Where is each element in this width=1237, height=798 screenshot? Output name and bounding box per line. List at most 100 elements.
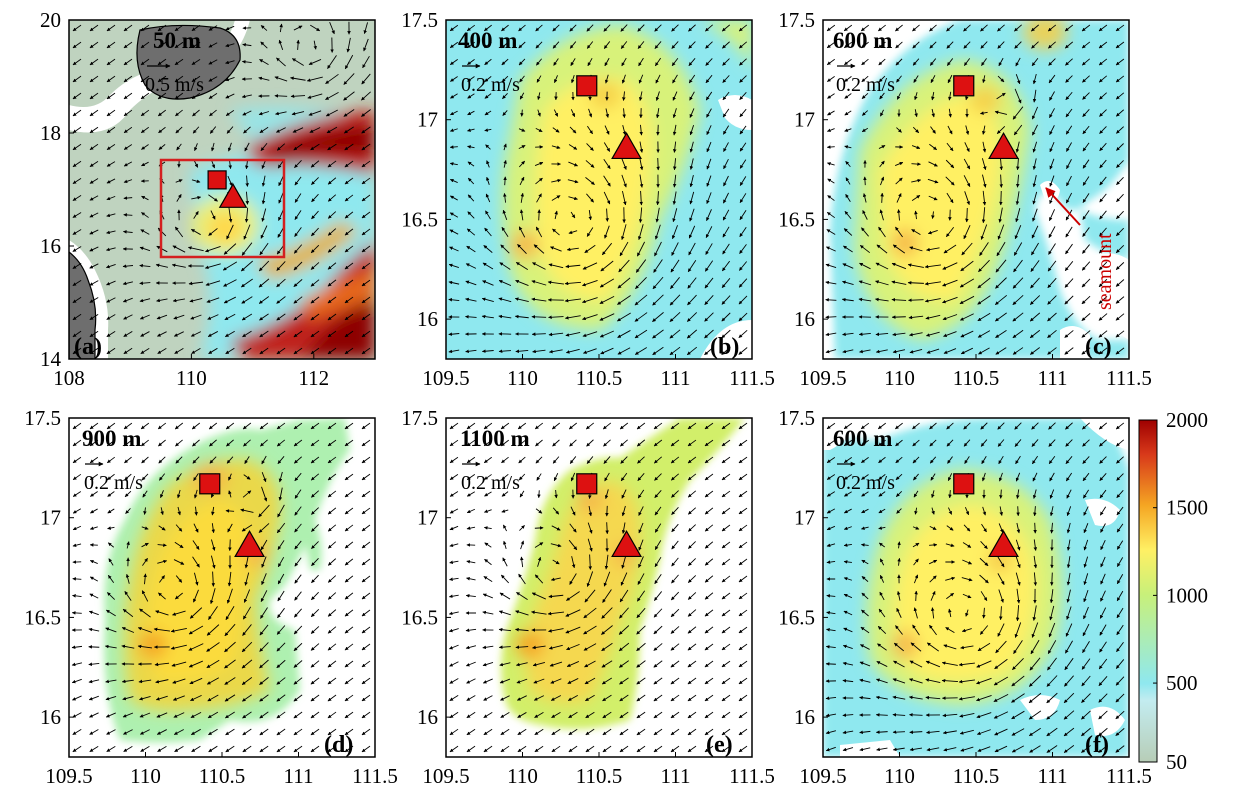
velocity-arrow	[228, 539, 232, 551]
velocity-arrow	[517, 244, 527, 254]
velocity-arrow	[228, 207, 233, 223]
y-tick-label: 14	[40, 347, 62, 371]
velocity-arrow	[89, 178, 99, 184]
velocity-arrow	[139, 246, 151, 252]
velocity-arrow	[140, 58, 150, 66]
velocity-arrow	[208, 25, 218, 31]
velocity-arrow	[223, 243, 237, 255]
velocity-arrow	[274, 94, 288, 98]
velocity-arrow	[638, 91, 643, 101]
velocity-arrow	[586, 143, 594, 151]
velocity-arrow	[344, 262, 354, 270]
velocity-arrow	[292, 127, 304, 133]
velocity-arrow	[241, 242, 253, 256]
velocity-arrow	[671, 242, 679, 256]
velocity-arrow	[909, 713, 923, 717]
velocity-arrow	[242, 110, 252, 116]
velocity-arrow	[155, 263, 168, 268]
velocity-arrow	[638, 74, 644, 84]
velocity-arrow	[307, 93, 323, 99]
velocity-arrow	[501, 41, 509, 49]
velocity-arrow	[600, 260, 614, 272]
velocity-arrow	[258, 296, 270, 304]
velocity-arrow	[652, 346, 664, 356]
velocity-arrow	[518, 144, 526, 150]
velocity-arrow	[72, 330, 82, 338]
velocity-arrow	[519, 209, 524, 221]
velocity-arrow	[498, 297, 512, 303]
y-tick-label: 16.5	[24, 605, 61, 629]
velocity-arrow	[553, 58, 559, 66]
velocity-arrow	[72, 229, 82, 235]
velocity-arrow	[449, 145, 458, 149]
velocity-arrow	[89, 212, 99, 218]
velocity-arrow	[604, 57, 610, 67]
velocity-arrow	[670, 259, 680, 273]
velocity-arrow	[308, 59, 322, 65]
velocity-arrow	[242, 347, 252, 355]
velocity-arrow	[72, 126, 82, 134]
velocity-arrow	[242, 43, 252, 47]
velocity-arrow	[449, 162, 458, 166]
panel-a: 108 110 112 14 16 18 20 50 m 0.5 m/s (a)	[40, 8, 376, 390]
velocity-arrow	[209, 126, 217, 134]
velocity-arrow	[343, 109, 355, 117]
velocity-arrow	[89, 330, 99, 338]
velocity-arrow	[518, 24, 526, 32]
velocity-arrow	[275, 127, 286, 133]
velocity-arrow	[534, 526, 544, 530]
velocity-arrow	[290, 94, 306, 99]
velocity-arrow	[123, 331, 133, 337]
x-tick-label: 112	[298, 366, 329, 390]
y-tick-label: 16	[417, 307, 438, 331]
velocity-arrow	[1016, 506, 1020, 517]
velocity-arrow	[278, 176, 284, 187]
x-tick-label: 109.5	[422, 366, 469, 390]
velocity-arrow	[140, 41, 150, 49]
velocity-arrow	[362, 55, 370, 69]
velocity-arrow	[638, 207, 643, 223]
y-tick-label: 17	[40, 506, 61, 530]
velocity-arrow	[106, 143, 116, 151]
velocity-arrow	[531, 315, 547, 319]
velocity-arrow	[258, 76, 270, 81]
velocity-arrow	[535, 177, 543, 185]
velocity-arrow	[672, 191, 677, 205]
velocity-arrow	[205, 245, 221, 253]
velocity-arrow	[654, 24, 662, 32]
velocity-arrow	[603, 191, 611, 205]
velocity-arrow	[568, 196, 578, 201]
velocity-arrow	[156, 298, 168, 303]
velocity-arrow	[636, 241, 646, 257]
velocity-arrow	[123, 58, 133, 66]
velocity-arrow	[172, 245, 186, 253]
velocity-arrow	[514, 297, 529, 303]
panel-f-scale-label: 0.2 m/s	[836, 472, 895, 494]
velocity-arrow	[361, 126, 371, 134]
velocity-arrow	[293, 143, 303, 151]
velocity-arrow	[241, 60, 252, 64]
velocity-arrow	[567, 179, 579, 184]
velocity-arrow	[260, 142, 268, 152]
y-tick-label: 16.5	[401, 207, 438, 231]
velocity-arrow	[157, 58, 167, 66]
square-marker	[953, 75, 975, 97]
y-tick-label: 20	[40, 8, 61, 32]
velocity-arrow	[551, 145, 561, 150]
velocity-arrow	[518, 226, 526, 238]
velocity-arrow	[343, 73, 355, 85]
velocity-arrow	[654, 224, 661, 240]
velocity-arrow	[292, 58, 304, 66]
velocity-arrow	[654, 41, 662, 49]
velocity-arrow	[72, 246, 82, 252]
velocity-arrow	[224, 313, 236, 321]
velocity-arrow	[605, 108, 610, 118]
velocity-arrow	[586, 193, 594, 203]
velocity-arrow	[242, 330, 252, 338]
velocity-arrow	[570, 109, 576, 118]
velocity-arrow	[325, 73, 339, 85]
velocity-arrow	[325, 92, 339, 100]
velocity-arrow	[157, 92, 167, 100]
velocity-arrow	[139, 281, 151, 285]
velocity-arrow	[449, 24, 459, 32]
